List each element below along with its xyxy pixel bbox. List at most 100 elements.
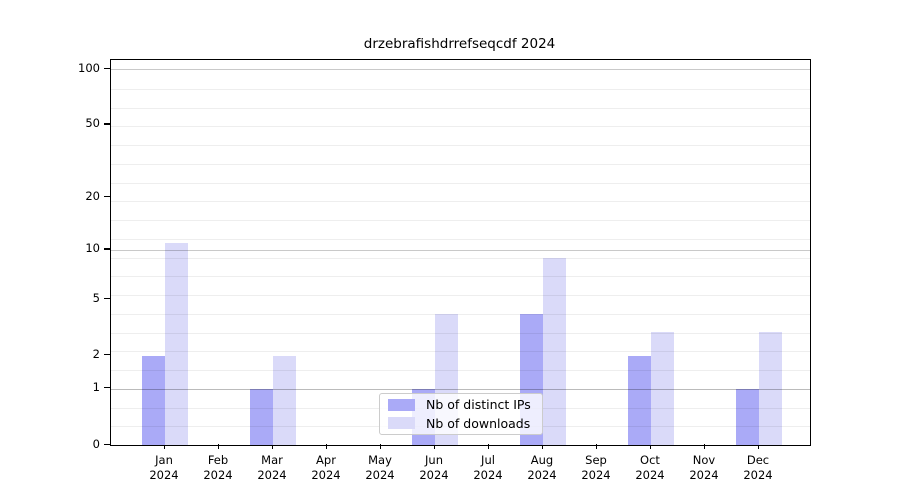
x-tick-mark <box>649 444 651 449</box>
y-tick-mark <box>104 248 110 250</box>
x-tick-label: Aug 2024 <box>514 453 570 483</box>
x-tick-label: Jul 2024 <box>460 453 516 483</box>
chart-title: drzebrafishdrrefseqcdf 2024 <box>363 36 556 52</box>
y-tick-mark <box>104 443 110 445</box>
x-tick-mark <box>163 444 165 449</box>
x-tick-label: Oct 2024 <box>622 453 678 483</box>
x-tick-year: 2024 <box>635 468 665 482</box>
y-tick-label: 100 <box>78 60 100 75</box>
y-tick-mark <box>104 195 110 197</box>
gridline-minor <box>111 257 810 259</box>
y-tick-mark <box>104 354 110 356</box>
legend: Nb of distinct IPs Nb of downloads <box>379 393 543 435</box>
x-tick-month: Mar <box>261 453 283 467</box>
bar-distinct-ips <box>628 355 651 445</box>
legend-label: Nb of downloads <box>426 415 531 431</box>
gridline-minor <box>111 88 810 90</box>
x-tick-month: May <box>368 453 392 467</box>
x-tick-year: 2024 <box>419 468 449 482</box>
gridline-minor <box>111 182 810 184</box>
legend-item: Nb of downloads <box>388 416 542 431</box>
gridline-minor <box>111 107 810 109</box>
x-tick-year: 2024 <box>581 468 611 482</box>
bar-downloads <box>165 242 188 445</box>
x-tick-label: Jan 2024 <box>136 453 192 483</box>
legend-swatch <box>388 398 415 411</box>
bar-downloads <box>273 355 296 445</box>
bar-downloads <box>651 332 674 445</box>
gridline-minor <box>111 370 810 371</box>
gridline-minor <box>111 332 810 334</box>
x-tick-month: Aug <box>530 453 554 467</box>
x-tick-label: Nov 2024 <box>676 453 732 483</box>
y-tick-mark <box>104 67 110 70</box>
bar-distinct-ips <box>736 388 759 445</box>
x-tick-label: Sep 2024 <box>568 453 624 483</box>
x-tick-year: 2024 <box>689 468 719 482</box>
y-tick-mark <box>104 297 110 299</box>
x-tick-year: 2024 <box>365 468 395 482</box>
x-tick-month: Feb <box>207 453 229 467</box>
bar-distinct-ips <box>142 355 165 445</box>
x-tick-mark <box>703 444 705 449</box>
gridline-major <box>111 249 810 251</box>
y-tick-label: 0 <box>92 436 100 451</box>
gridline-major <box>111 69 810 71</box>
y-tick-label: 20 <box>85 188 100 203</box>
gridline-minor <box>111 201 810 203</box>
y-tick-mark <box>104 123 110 125</box>
y-tick-label: 2 <box>92 347 100 362</box>
gridline-minor <box>111 145 810 146</box>
bar-downloads <box>543 257 566 445</box>
x-tick-month: Jul <box>481 453 495 467</box>
x-tick-year: 2024 <box>311 468 341 482</box>
x-tick-year: 2024 <box>149 468 179 482</box>
gridline-minor <box>111 313 810 315</box>
gridline-minor <box>111 295 810 296</box>
gridline-minor <box>111 126 810 128</box>
x-tick-label: May 2024 <box>352 453 408 483</box>
x-tick-mark <box>325 444 327 449</box>
x-tick-mark <box>433 444 435 449</box>
x-tick-mark <box>217 444 219 449</box>
x-tick-label: Jun 2024 <box>406 453 462 483</box>
y-tick-label: 1 <box>92 380 100 395</box>
x-tick-mark <box>379 444 381 449</box>
x-tick-year: 2024 <box>203 468 233 482</box>
x-tick-month: Nov <box>692 453 716 467</box>
legend-label: Nb of distinct IPs <box>426 397 531 413</box>
x-tick-label: Dec 2024 <box>730 453 786 483</box>
x-tick-mark <box>541 444 543 449</box>
legend-swatch <box>388 417 415 430</box>
y-tick-label: 10 <box>85 241 100 256</box>
gridline-minor <box>111 276 810 278</box>
legend-item: Nb of distinct IPs <box>388 397 542 412</box>
bar-distinct-ips <box>250 388 273 445</box>
x-tick-mark <box>271 444 273 449</box>
x-tick-month: Oct <box>640 453 660 467</box>
x-tick-month: Dec <box>746 453 770 467</box>
gridline-minor <box>111 220 810 221</box>
x-tick-month: Sep <box>585 453 607 467</box>
x-tick-label: Feb 2024 <box>190 453 246 483</box>
x-tick-year: 2024 <box>743 468 773 482</box>
x-tick-month: Apr <box>316 453 336 467</box>
gridline-minor <box>111 351 810 353</box>
x-tick-mark <box>595 444 597 449</box>
x-tick-mark <box>487 444 489 449</box>
bar-downloads <box>759 332 782 445</box>
gridline-minor <box>111 163 810 165</box>
x-tick-year: 2024 <box>527 468 557 482</box>
y-tick-label: 50 <box>85 116 100 131</box>
x-tick-year: 2024 <box>257 468 287 482</box>
y-tick-mark <box>104 387 110 389</box>
x-tick-label: Apr 2024 <box>298 453 354 483</box>
plot-area: Nb of distinct IPs Nb of downloads <box>110 59 811 446</box>
gridline-minor <box>111 238 810 240</box>
gridline-major <box>111 388 810 390</box>
x-tick-year: 2024 <box>473 468 503 482</box>
x-tick-month: Jun <box>425 453 443 467</box>
y-tick-label: 5 <box>92 290 100 305</box>
gridline-minor <box>111 388 810 390</box>
